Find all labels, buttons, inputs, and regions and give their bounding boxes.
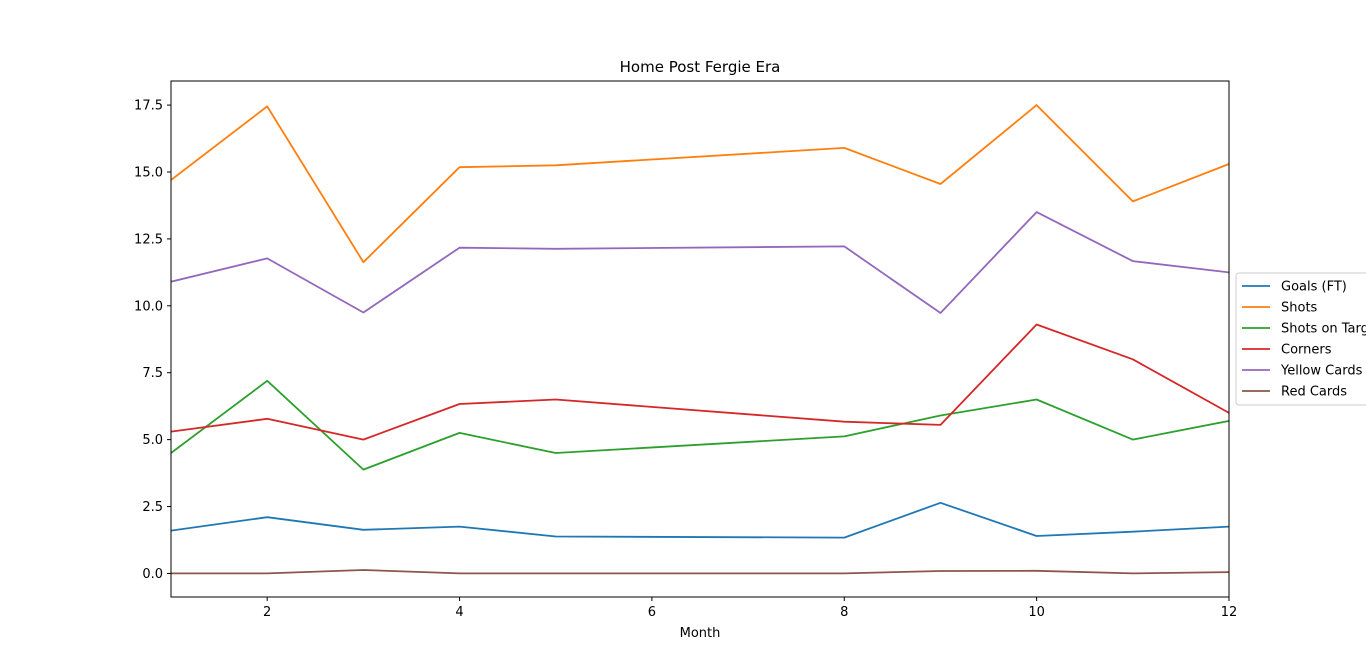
y-axis: 0.0 2.5 5.0 7.5 10.0 12.5 15.0 17.5 [134, 99, 171, 582]
series-line-0 [171, 501, 1229, 539]
x-tick-label: 8 [840, 605, 848, 620]
x-axis: 2 4 6 8 10 12 [263, 597, 1237, 620]
y-tick-label: 2.5 [142, 500, 163, 515]
plot-frame [170, 80, 1230, 598]
y-tick-label: 15.0 [134, 165, 163, 180]
x-tick-label: 4 [455, 605, 463, 620]
series-group [171, 104, 1229, 575]
x-tick-label: 12 [1221, 605, 1238, 620]
series-line-2 [171, 379, 1229, 471]
series-line-1 [171, 104, 1229, 264]
y-tick-label: 0.0 [142, 567, 163, 582]
legend-label: Red Cards [1281, 385, 1347, 400]
legend: Goals (FT) Shots Shots on Target Corners Yel… [1235, 272, 1366, 406]
legend-label: Goals (FT) [1281, 280, 1347, 295]
legend-label: Yellow Cards [1280, 364, 1363, 379]
x-axis-label: Month [680, 626, 721, 641]
y-tick-label: 10.0 [134, 299, 163, 314]
y-tick-label: 12.5 [134, 232, 163, 247]
y-tick-label: 17.5 [134, 99, 163, 114]
legend-box [1235, 272, 1366, 406]
chart-title: Home Post Fergie Era [620, 58, 781, 76]
legend-label: Shots [1281, 301, 1318, 316]
legend-label: Corners [1281, 343, 1332, 358]
x-tick-label: 6 [648, 605, 656, 620]
y-tick-label: 5.0 [142, 433, 163, 448]
series-line-3 [171, 323, 1229, 441]
x-tick-label: 10 [1028, 605, 1045, 620]
x-tick-label: 2 [263, 605, 271, 620]
y-tick-label: 7.5 [142, 366, 163, 381]
legend-label: Shots on Target [1281, 322, 1366, 337]
series-line-5 [171, 569, 1229, 575]
series-line-4 [171, 211, 1229, 314]
